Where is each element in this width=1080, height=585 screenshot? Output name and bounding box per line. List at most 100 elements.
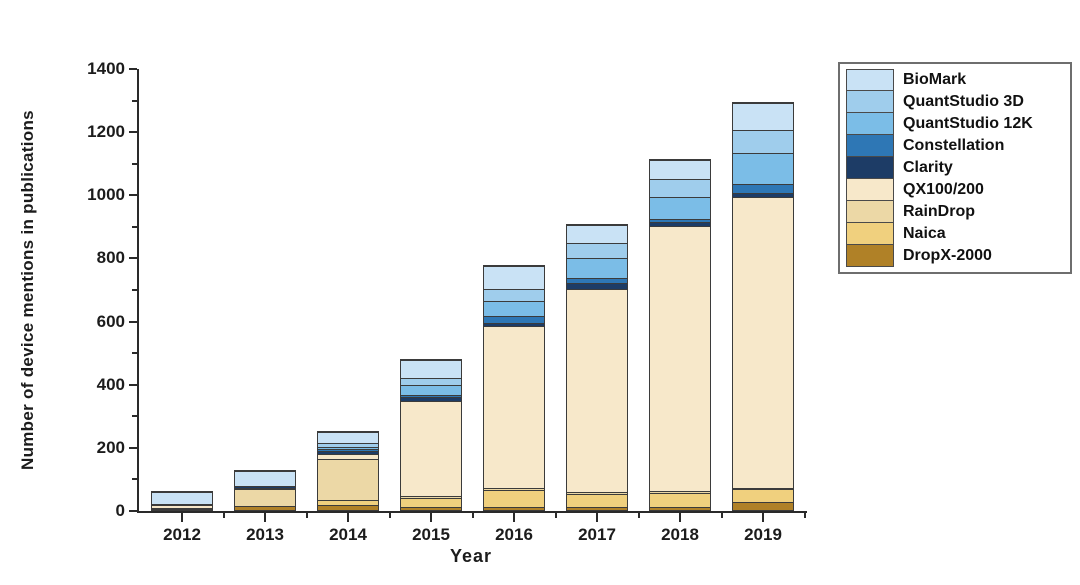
legend-row: Clarity bbox=[846, 157, 1064, 179]
bar-segment-clarity bbox=[733, 192, 793, 198]
y-axis-minor-tick bbox=[132, 162, 137, 165]
x-axis-minor-tick bbox=[803, 513, 806, 518]
bar-segment-naica bbox=[484, 489, 544, 508]
bar-segment-raindrop bbox=[650, 491, 710, 493]
bar-segment-quantstudio-12k bbox=[318, 446, 378, 450]
bar-segment-clarity bbox=[235, 485, 295, 488]
x-axis-minor-tick bbox=[720, 513, 723, 518]
legend-row: Naica bbox=[846, 223, 1064, 245]
legend-label: Clarity bbox=[903, 159, 953, 176]
x-axis-major-tick bbox=[596, 513, 598, 522]
x-axis-major-tick bbox=[181, 513, 183, 522]
bar-segment-raindrop bbox=[484, 487, 544, 490]
legend-row: QX100/200 bbox=[846, 179, 1064, 201]
bar-segment-constellation bbox=[567, 277, 627, 284]
bar-segment-dropx-2000 bbox=[484, 507, 544, 510]
legend-swatch bbox=[846, 69, 894, 91]
y-axis-minor-tick bbox=[132, 352, 137, 355]
bar-segment-dropx-2000 bbox=[152, 509, 212, 510]
y-axis-major-tick bbox=[129, 446, 137, 449]
bar-segment-quantstudio-3d bbox=[401, 377, 461, 386]
bar-segment-dropx-2000 bbox=[733, 502, 793, 510]
bar-segment-quantstudio-3d bbox=[567, 242, 627, 259]
legend-row: DropX-2000 bbox=[846, 245, 1064, 267]
legend-swatch bbox=[846, 157, 894, 179]
bar-segment-clarity bbox=[484, 322, 544, 326]
bar-segment-dropx-2000 bbox=[235, 506, 295, 510]
bar-segment-constellation bbox=[401, 394, 461, 398]
bar-segment-quantstudio-3d bbox=[484, 288, 544, 302]
y-axis-tick-label: 800 bbox=[96, 248, 125, 268]
legend-box: BioMark QuantStudio 3D QuantStudio 12K Cons… bbox=[838, 62, 1072, 274]
bar-segment-quantstudio-3d bbox=[733, 129, 793, 154]
bar-segment-biomark bbox=[152, 491, 212, 505]
y-axis-tick-label: 600 bbox=[96, 311, 125, 331]
legend-row: QuantStudio 3D bbox=[846, 91, 1064, 113]
legend-label: QuantStudio 3D bbox=[903, 93, 1024, 110]
y-axis-tick-label: 400 bbox=[96, 374, 125, 394]
y-axis-tick-label: 200 bbox=[96, 437, 125, 457]
x-axis-minor-tick bbox=[554, 513, 557, 518]
legend-swatch bbox=[846, 223, 894, 245]
x-axis-tick-label: 2016 bbox=[495, 525, 533, 544]
x-axis-major-tick bbox=[430, 513, 432, 522]
bar-segment-naica bbox=[733, 489, 793, 503]
bar-segment-quantstudio-12k bbox=[650, 196, 710, 219]
bar-segment-constellation bbox=[318, 449, 378, 451]
bar-segment-biomark bbox=[401, 360, 461, 378]
legend-row: QuantStudio 12K bbox=[846, 113, 1064, 135]
x-axis-tick-label: 2013 bbox=[246, 525, 284, 544]
x-axis-tick-label: 2017 bbox=[578, 525, 616, 544]
y-axis-tick-label: 1400 bbox=[87, 59, 125, 78]
bar-2016 bbox=[483, 265, 545, 511]
y-axis-minor-tick bbox=[132, 225, 137, 228]
x-axis-tick-label: 2014 bbox=[329, 525, 367, 544]
legend-row: RainDrop bbox=[846, 201, 1064, 223]
y-axis-major-tick bbox=[129, 320, 137, 323]
legend-label: DropX-2000 bbox=[903, 247, 992, 264]
bar-segment-quantstudio-12k bbox=[401, 385, 461, 395]
x-axis-minor-tick bbox=[305, 513, 308, 518]
bar-segment-quantstudio-12k bbox=[567, 258, 627, 278]
y-axis-major-tick bbox=[129, 510, 137, 512]
legend-label: Naica bbox=[903, 225, 946, 242]
bar-segment-qx100-200 bbox=[401, 401, 461, 496]
bar-segment-constellation bbox=[733, 184, 793, 193]
bar-segment-clarity bbox=[318, 450, 378, 454]
bar-segment-quantstudio-3d bbox=[318, 442, 378, 447]
legend-swatch bbox=[846, 113, 894, 135]
bar-segment-raindrop bbox=[733, 487, 793, 490]
x-axis-major-tick bbox=[264, 513, 266, 522]
y-axis-tick-label: 1200 bbox=[87, 122, 125, 142]
x-axis-major-tick bbox=[513, 513, 515, 522]
y-axis-minor-tick bbox=[132, 99, 137, 102]
bar-segment-quantstudio-3d bbox=[650, 178, 710, 197]
bar-segment-biomark bbox=[650, 159, 710, 179]
x-axis-major-tick bbox=[347, 513, 349, 522]
legend-row: Constellation bbox=[846, 135, 1064, 157]
y-axis-major-tick bbox=[129, 68, 137, 70]
bar-segment-constellation bbox=[650, 218, 710, 222]
bar-segment-qx100-200 bbox=[567, 289, 627, 493]
y-axis-major-tick bbox=[129, 131, 137, 134]
bar-segment-biomark bbox=[235, 471, 295, 486]
y-axis-major-tick bbox=[129, 194, 137, 197]
legend-swatch bbox=[846, 91, 894, 113]
bar-segment-quantstudio-12k bbox=[733, 153, 793, 185]
bar-segment-quantstudio-12k bbox=[484, 301, 544, 317]
legend-label: RainDrop bbox=[903, 203, 975, 220]
y-axis-tick-label: 0 bbox=[115, 501, 125, 520]
bar-segment-clarity bbox=[650, 221, 710, 226]
bar-segment-biomark bbox=[567, 225, 627, 243]
bar-segment-naica bbox=[318, 499, 378, 505]
x-axis-tick-label: 2018 bbox=[661, 525, 699, 544]
bar-segment-raindrop bbox=[152, 507, 212, 509]
legend-label: Constellation bbox=[903, 137, 1005, 154]
y-axis-title: Number of device mentions in publication… bbox=[18, 110, 37, 470]
x-axis-minor-tick bbox=[222, 513, 225, 518]
bar-segment-naica bbox=[401, 497, 461, 507]
y-axis-major-tick bbox=[129, 257, 137, 260]
y-axis-minor-tick bbox=[132, 478, 137, 481]
x-axis-minor-tick bbox=[471, 513, 474, 518]
